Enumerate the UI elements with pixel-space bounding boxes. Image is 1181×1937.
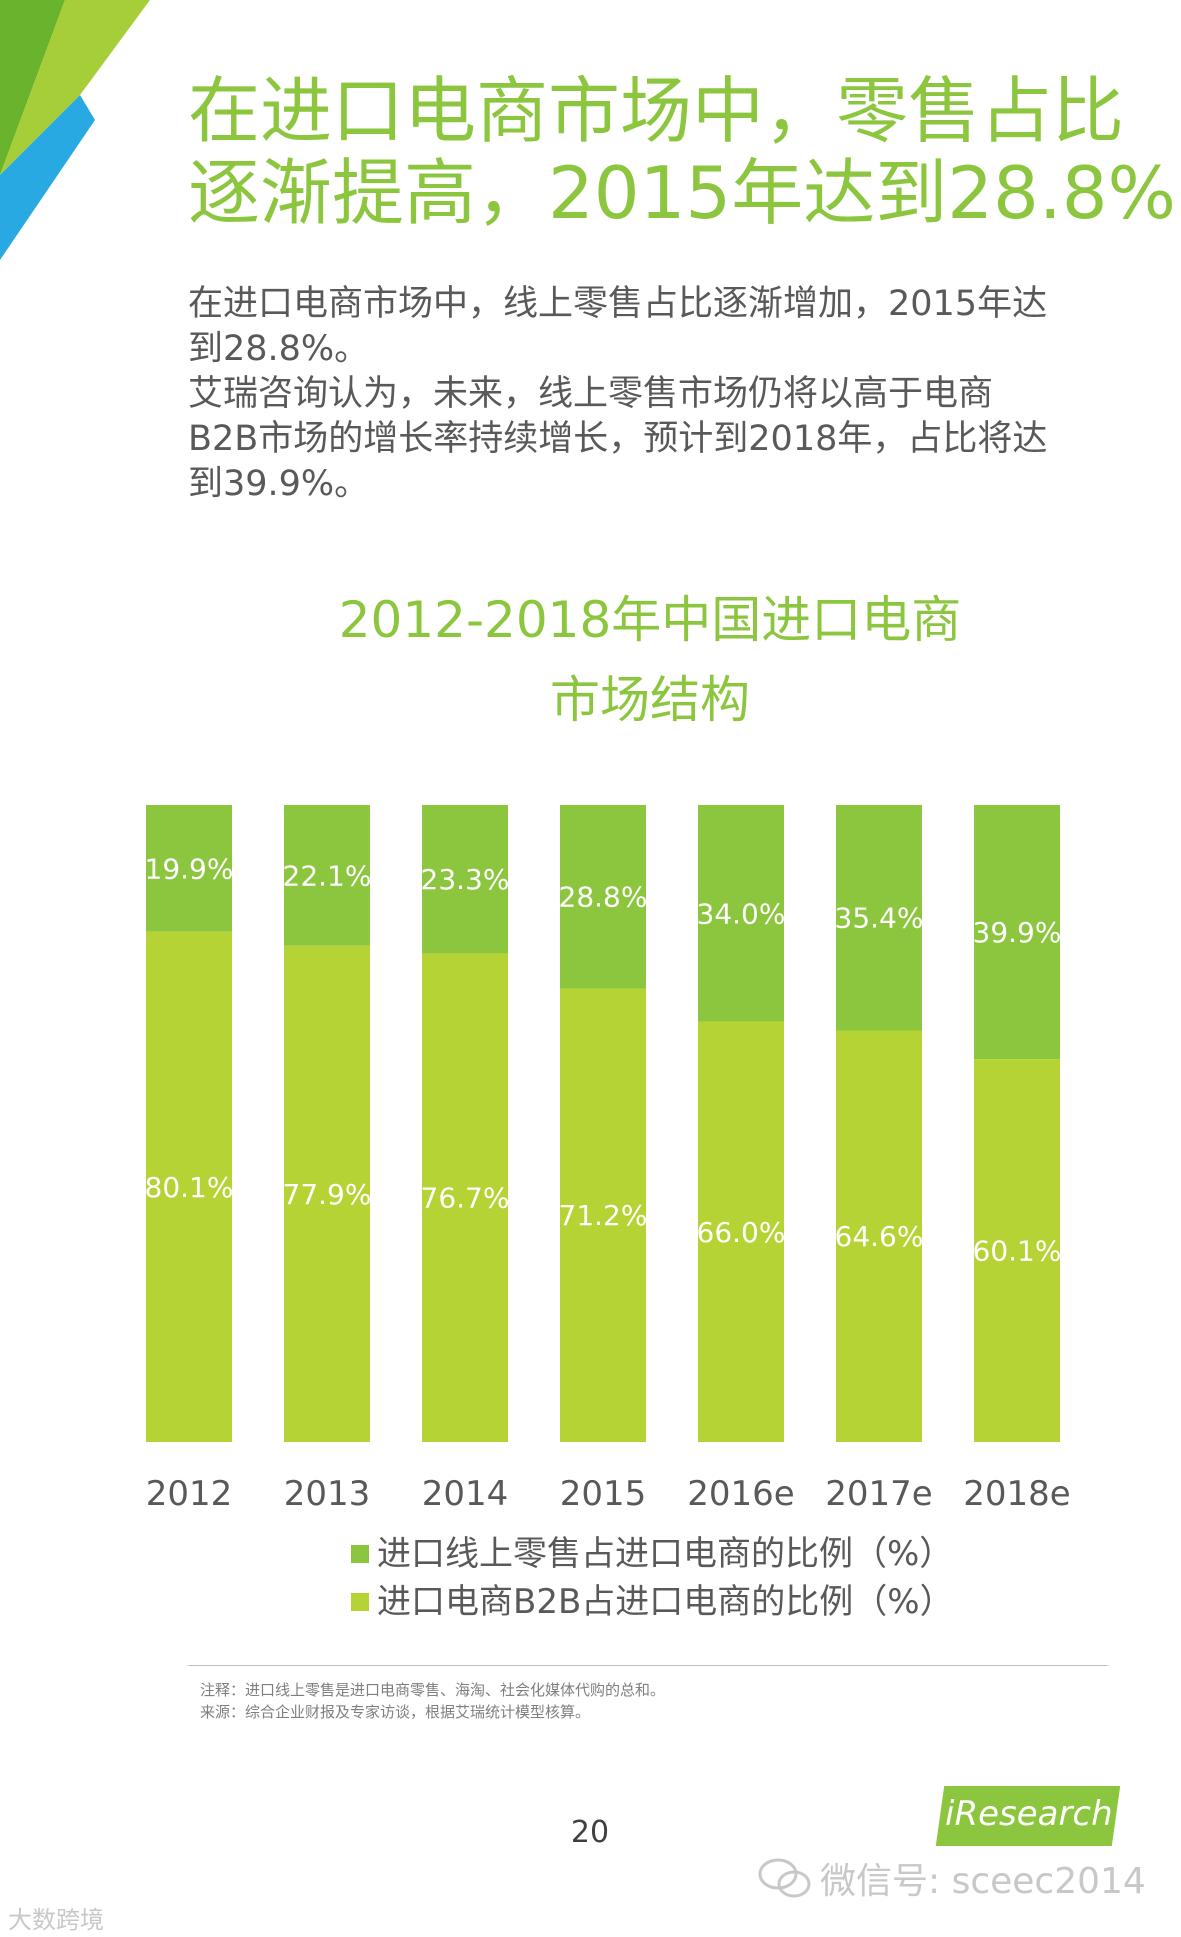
source-line: 来源：综合企业财报及专家访谈，根据艾瑞统计模型核算。 [200,1703,591,1721]
legend-label-b2b: 进口电商B2B占进口电商的比例（%） [377,1582,954,1622]
bar-b2b-2015 [560,988,646,1442]
legend-swatch-retail [351,1545,369,1563]
data-label-b2b-2014: 76.7% [421,1182,510,1215]
headline-line-1: 在进口电商市场中，零售占比 [188,69,1125,153]
x-tick-label-2018e: 2018e [963,1474,1070,1514]
data-label-retail-2013: 22.1% [283,859,372,892]
intro-line-3: 艾瑞咨询认为，未来，线上零售市场仍将以高于电商 [188,374,994,414]
legend-label-retail: 进口线上零售占进口电商的比例（%） [377,1534,954,1574]
data-label-b2b-2016e: 66.0% [697,1216,786,1249]
bar-b2b-2018e [974,1059,1060,1442]
iresearch-logo-text: iResearch [945,1794,1113,1834]
corner-light-green-shape [0,0,150,175]
data-label-retail-2012: 19.9% [145,852,234,885]
bar-retail-2013 [284,805,370,946]
legend-swatch-b2b [351,1593,369,1611]
bottom-left-watermark: 大数跨境 [8,1906,104,1934]
chart-title-line-2: 市场结构 [550,671,750,729]
chart-legend: 进口线上零售占进口电商的比例（%） 进口电商B2B占进口电商的比例（%） [351,1530,954,1626]
x-tick-label-2017e: 2017e [825,1474,932,1514]
corner-decoration [0,0,150,260]
bar-retail-2015 [560,805,646,989]
legend-item-retail: 进口线上零售占进口电商的比例（%） [351,1530,954,1578]
x-tick-label-2012: 2012 [146,1474,233,1514]
wechat-watermark: 微信号: sceec2014 [820,1861,1146,1902]
bar-b2b-2016e [698,1021,784,1442]
intro-line-4: B2B市场的增长率持续增长，预计到2018年，占比将达 [188,419,1048,459]
legend-item-b2b: 进口电商B2B占进口电商的比例（%） [351,1578,954,1626]
bar-b2b-2017e [836,1030,922,1442]
x-tick-label-2014: 2014 [422,1474,509,1514]
bar-b2b-2013 [284,945,370,1442]
intro-line-2: 到28.8%。 [188,329,370,369]
page-headline: 在进口电商市场中，零售占比 逐渐提高，2015年达到28.8% [188,69,1176,235]
data-label-retail-2018e: 39.9% [973,916,1062,949]
bar-b2b-2014 [422,953,508,1442]
bar-b2b-2012 [146,931,232,1442]
wechat-icon [758,1858,811,1898]
corner-blue-shape [0,95,95,260]
intro-paragraph: 在进口电商市场中，线上零售占比逐渐增加，2015年达 到28.8%。 艾瑞咨询认… [188,282,1108,507]
data-label-b2b-2017e: 64.6% [835,1220,924,1253]
chart-title-line-1: 2012-2018年中国进口电商 [338,591,962,649]
data-label-retail-2014: 23.3% [421,863,510,896]
x-tick-label-2016e: 2016e [687,1474,794,1514]
bar-retail-2018e [974,805,1060,1060]
intro-line-5: 到39.9%。 [188,464,370,504]
footer-divider [188,1665,1108,1666]
bar-retail-2017e [836,805,922,1031]
chart-title: 2012-2018年中国进口电商 市场结构 [250,580,1050,740]
data-label-retail-2015: 28.8% [559,881,648,914]
x-tick-label-2013: 2013 [284,1474,371,1514]
page-number: 20 [570,1815,610,1850]
bar-retail-2012 [146,805,232,932]
bar-retail-2016e [698,805,784,1022]
x-tick-label-2015: 2015 [560,1474,647,1514]
note-line: 注释：进口线上零售是进口电商零售、海淘、社会化媒体代购的总和。 [200,1681,666,1699]
bar-retail-2014 [422,805,508,954]
data-label-b2b-2018e: 60.1% [973,1235,1062,1268]
data-label-b2b-2012: 80.1% [145,1171,234,1204]
data-label-retail-2017e: 35.4% [835,902,924,935]
intro-line-1: 在进口电商市场中，线上零售占比逐渐增加，2015年达 [188,284,1048,324]
data-label-b2b-2015: 71.2% [559,1199,648,1232]
headline-line-2: 逐渐提高，2015年达到28.8% [188,151,1176,235]
data-label-b2b-2013: 77.9% [283,1178,372,1211]
data-label-retail-2016e: 34.0% [697,897,786,930]
footer-notes: 注释：进口线上零售是进口电商零售、海淘、社会化媒体代购的总和。 来源：综合企业财… [200,1679,665,1723]
